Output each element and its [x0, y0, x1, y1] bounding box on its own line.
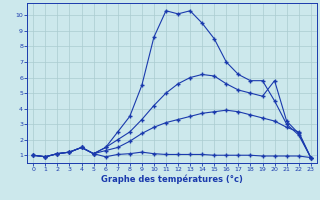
X-axis label: Graphe des températures (°c): Graphe des températures (°c)	[101, 175, 243, 184]
